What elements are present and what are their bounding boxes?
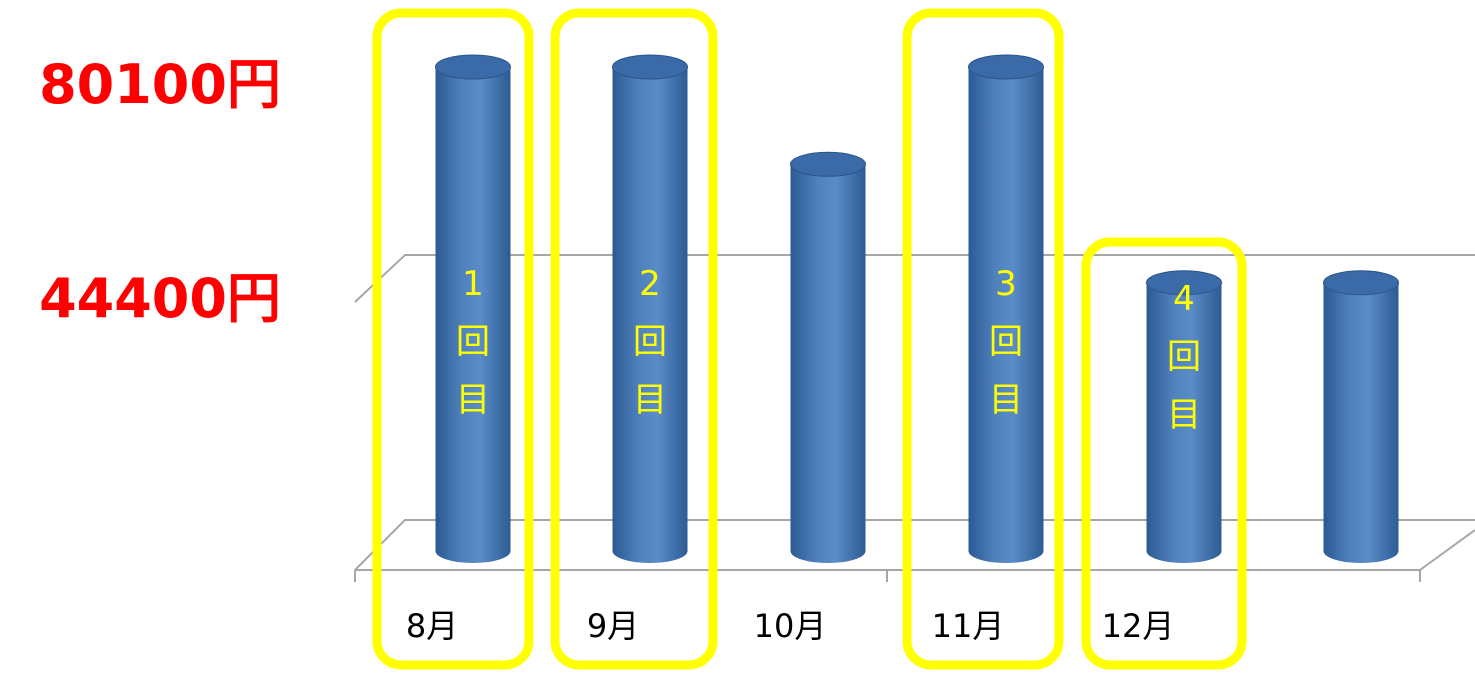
bar-top <box>790 151 866 177</box>
bar-body <box>1146 282 1222 563</box>
bar-body <box>968 67 1044 563</box>
bar-top <box>612 54 688 80</box>
x-tick-label: 11月 <box>932 607 1005 645</box>
gridline <box>354 254 1475 303</box>
bar-body <box>790 164 866 564</box>
highlight-label: 1 <box>462 264 484 304</box>
x-tick-label: 9月 <box>587 607 639 645</box>
highlight-boxes <box>372 8 1247 670</box>
highlight-box <box>1081 237 1247 670</box>
highlight-label: 2 <box>639 264 661 304</box>
highlight-label: 目 <box>633 380 667 420</box>
bar-body <box>435 67 511 563</box>
bar-top <box>1323 270 1399 296</box>
highlight-box <box>550 8 718 670</box>
floor-back-line <box>354 519 1475 571</box>
bar <box>790 151 866 564</box>
bar-top <box>968 54 1044 80</box>
highlight-label: 回 <box>456 322 490 362</box>
x-tick-label: 10月 <box>754 607 827 645</box>
x-tick-label: 8月 <box>406 607 458 645</box>
highlight-label: 目 <box>1167 395 1201 435</box>
bar <box>612 54 688 563</box>
highlight-label: 回 <box>989 322 1023 362</box>
gridlines <box>354 254 1475 582</box>
floor-side-line <box>1419 529 1475 571</box>
highlight-box <box>372 8 534 670</box>
highlight-label: 目 <box>456 380 490 420</box>
highlight-label: 4 <box>1173 279 1195 319</box>
bar-body <box>1323 282 1399 563</box>
highlight-label: 回 <box>1167 337 1201 377</box>
y-reference-label: 80100円 <box>39 53 281 116</box>
bar-body <box>612 67 688 563</box>
highlight-label: 3 <box>995 264 1017 304</box>
bar <box>1146 270 1222 563</box>
bar <box>435 54 511 563</box>
highlight-label: 目 <box>989 380 1023 420</box>
highlight-box <box>902 8 1064 670</box>
y-reference-label: 44400円 <box>39 267 281 330</box>
bar <box>968 54 1044 563</box>
highlight-label: 回 <box>633 322 667 362</box>
bar <box>1323 270 1399 563</box>
bar-top <box>1146 270 1222 296</box>
bars <box>435 54 1399 564</box>
x-tick-label: 12月 <box>1102 607 1175 645</box>
bar-top <box>435 54 511 80</box>
